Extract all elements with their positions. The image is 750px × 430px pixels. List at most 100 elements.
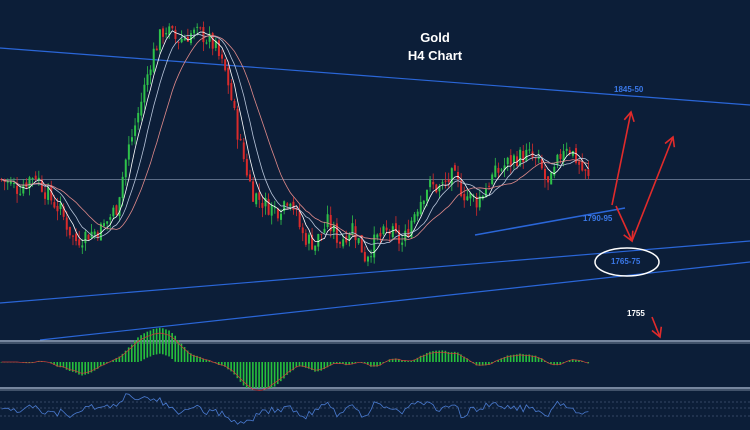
macd-bar [199, 356, 201, 362]
macd-bar [255, 362, 257, 388]
candle-body [457, 172, 460, 179]
candle-body [68, 226, 71, 236]
macd-bar [500, 358, 503, 362]
projection-arrow-head [623, 110, 635, 123]
candle-body [140, 101, 143, 116]
macd-bar [575, 359, 577, 362]
candle-body [314, 245, 317, 251]
candle-body [205, 42, 208, 44]
macd-bar [258, 362, 260, 388]
macd-bar [103, 362, 105, 366]
macd-bar [391, 358, 394, 362]
candle-body [152, 48, 155, 72]
macd-bar [388, 359, 391, 362]
macd-bar [75, 362, 77, 373]
macd-bar [189, 353, 192, 362]
moving-averages [1, 30, 589, 254]
candle-body [258, 192, 261, 200]
macd-bar [339, 362, 341, 364]
macd-bar [193, 354, 195, 362]
macd-bar [354, 362, 357, 364]
candle-body [547, 176, 550, 183]
candle-body [171, 25, 174, 29]
macd-bar [578, 360, 580, 362]
candle-body [339, 241, 342, 244]
candle-body [450, 168, 453, 186]
macd-bar [398, 358, 400, 362]
candle-body [587, 169, 590, 176]
macd-bar [481, 362, 484, 366]
macd-bar [292, 362, 295, 371]
macd-bar [503, 356, 506, 362]
macd-bar [152, 328, 155, 355]
macd-bar [543, 360, 546, 362]
macd-bar [351, 362, 354, 365]
macd-bar [553, 362, 555, 366]
level-label-1755: 1755 [627, 309, 645, 318]
candle-body [31, 178, 34, 180]
macd-bar [466, 358, 468, 362]
macd-signal-line [1, 332, 589, 391]
candle-body [460, 180, 463, 197]
macd-panel [0, 327, 590, 391]
macd-bar [450, 352, 453, 362]
macd-bar [273, 362, 276, 387]
macd-bar [221, 362, 223, 366]
candle-body [236, 108, 239, 140]
rsi-line [1, 393, 589, 425]
macd-bar [276, 362, 279, 385]
candle-body [177, 41, 180, 43]
candle-body [112, 207, 115, 217]
candle-body [540, 158, 543, 169]
macd-bar [528, 354, 531, 362]
macd-bar [516, 354, 518, 362]
macd-bar [345, 362, 347, 366]
candle-body [317, 234, 320, 247]
candle-body [478, 196, 481, 208]
macd-bar [289, 362, 291, 373]
macd-bar [407, 360, 409, 362]
candle-body [422, 200, 425, 205]
candle-body [292, 201, 295, 210]
candle-body [130, 137, 133, 142]
candle-body [488, 185, 491, 187]
projection-arrow-head [664, 135, 676, 148]
candle-body [137, 112, 140, 123]
macd-bar [488, 362, 490, 365]
candle-body [62, 206, 65, 217]
macd-bar [264, 362, 267, 388]
candle-body [410, 220, 413, 238]
macd-bar [394, 358, 397, 362]
candle-body [286, 203, 289, 206]
projection-arrow-line [631, 136, 674, 242]
macd-bar [180, 343, 183, 362]
macd-bar [68, 362, 71, 371]
macd-bar [509, 355, 512, 362]
macd-bar [348, 362, 350, 365]
macd-bar [280, 362, 282, 382]
macd-bar [432, 351, 434, 362]
candle-body [463, 194, 466, 201]
candle-body [565, 148, 568, 151]
candle-body [183, 38, 186, 41]
candle-body [376, 234, 379, 238]
candle-body [491, 174, 494, 185]
candle-body [255, 193, 258, 205]
macd-bar [146, 331, 149, 358]
macd-bar [283, 362, 285, 379]
candle-body [93, 231, 96, 235]
projection-arrow-line [615, 205, 633, 242]
candle-body [186, 36, 189, 42]
macd-bar [295, 362, 298, 368]
macd-bar [56, 362, 59, 367]
candle-body [568, 150, 571, 154]
candle-body [75, 233, 78, 242]
macd-bar [261, 362, 263, 388]
candle-body [162, 28, 165, 37]
candle-body [208, 33, 211, 42]
macd-bar [540, 358, 543, 362]
candle-body [469, 192, 472, 199]
candle-body [0, 178, 3, 180]
candle-body [398, 230, 401, 244]
candle-body [342, 239, 345, 247]
